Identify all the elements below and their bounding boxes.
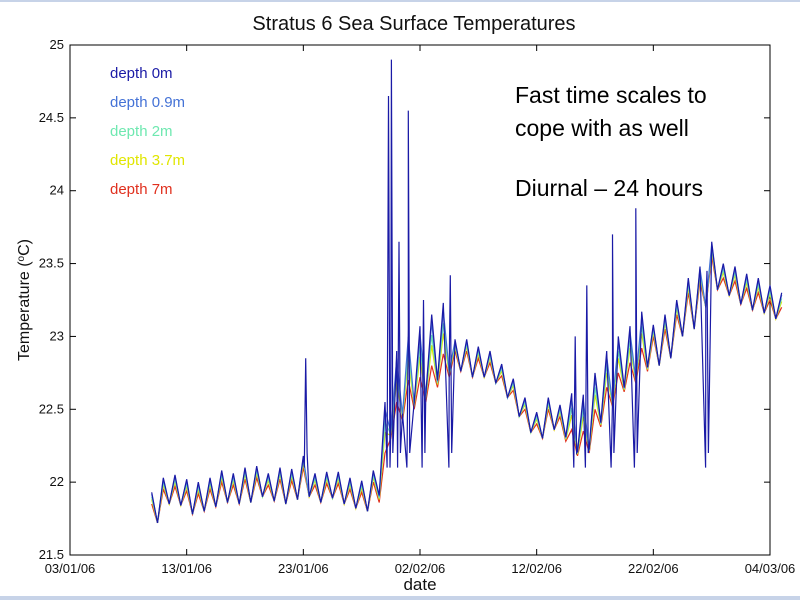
x-tick-label: 13/01/06 xyxy=(161,561,212,576)
legend-entry: depth 2m xyxy=(110,123,173,140)
legend-entry: depth 3.7m xyxy=(110,152,185,169)
legend-entry: depth 0.9m xyxy=(110,94,185,111)
annotation-line-1: Fast time scales to xyxy=(515,82,707,108)
slide-border-bottom xyxy=(0,596,800,600)
x-tick-label: 12/02/06 xyxy=(511,561,562,576)
legend-entry: depth 7m xyxy=(110,181,173,198)
legend-entry: depth 0m xyxy=(110,65,173,82)
y-tick-label: 24.5 xyxy=(39,110,64,125)
x-tick-label: 22/02/06 xyxy=(628,561,679,576)
series-layer xyxy=(151,59,783,524)
x-tick-label: 03/01/06 xyxy=(45,561,96,576)
tick-layer: 03/01/06 13/01/06 23/01/06 02/02/06 12/02/06… xyxy=(39,37,796,576)
y-tick-label: 24 xyxy=(50,183,64,198)
y-tick-label: 21.5 xyxy=(39,547,64,562)
x-tick-label: 04/03/06 xyxy=(745,561,796,576)
x-tick-label: 23/01/06 xyxy=(278,561,329,576)
legend: depth 0m depth 0.9m depth 2m depth 3.7m dept… xyxy=(110,65,185,198)
y-tick-label: 22 xyxy=(50,474,64,489)
annotation-line-3: Diurnal – 24 hours xyxy=(515,175,703,201)
y-tick-label: 23.5 xyxy=(39,256,64,271)
y-tick-label: 23 xyxy=(50,328,64,343)
y-axis-label-main: Temperature ( xyxy=(16,261,33,361)
series-line-depth-7m xyxy=(151,256,783,524)
x-axis-label: date xyxy=(403,575,436,594)
series-line-depth-0m xyxy=(151,59,783,524)
y-tick-label: 22.5 xyxy=(39,401,64,416)
slide-border-top xyxy=(0,0,800,2)
x-tick-label: 02/02/06 xyxy=(395,561,446,576)
chart-title: Stratus 6 Sea Surface Temperatures xyxy=(252,13,575,35)
y-tick-label: 25 xyxy=(50,37,64,52)
annotation-line-2: cope with as well xyxy=(515,115,689,141)
plot-area xyxy=(69,44,771,556)
y-axis-label-sup: o xyxy=(16,255,27,261)
y-axis-label: Temperature (oC) xyxy=(16,239,34,361)
y-axis-label-end: C) xyxy=(16,239,33,256)
